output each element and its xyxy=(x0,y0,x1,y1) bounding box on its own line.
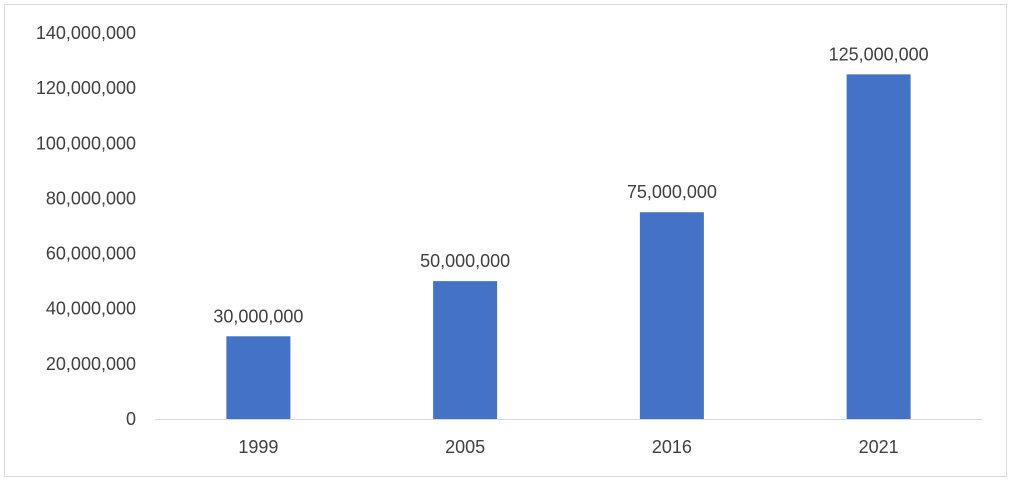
data-label-2005: 50,000,000 xyxy=(420,251,510,271)
bar-2005 xyxy=(433,281,498,419)
data-label-2016: 75,000,000 xyxy=(627,182,717,202)
bar-2016 xyxy=(639,212,704,419)
data-label-2021: 125,000,000 xyxy=(829,44,929,64)
y-tick-label: 100,000,000 xyxy=(36,133,136,153)
y-tick-label: 40,000,000 xyxy=(46,299,136,319)
x-tick-label-2016: 2016 xyxy=(652,437,692,457)
x-tick-label-1999: 1999 xyxy=(238,437,278,457)
bars-group xyxy=(226,74,911,419)
bar-2021 xyxy=(846,74,911,419)
x-axis-tick-labels: 1999 2005 2016 2021 xyxy=(238,437,898,457)
y-tick-label: 120,000,000 xyxy=(36,78,136,98)
bar-1999 xyxy=(226,336,291,419)
y-tick-label: 20,000,000 xyxy=(46,354,136,374)
y-tick-label: 140,000,000 xyxy=(36,23,136,43)
y-tick-label: 0 xyxy=(126,409,136,429)
bar-chart: 0 20,000,000 40,000,000 60,000,000 80,000,00… xyxy=(36,23,982,457)
y-tick-label: 60,000,000 xyxy=(46,244,136,264)
y-tick-label: 80,000,000 xyxy=(46,188,136,208)
y-axis-tick-labels: 0 20,000,000 40,000,000 60,000,000 80,000,00… xyxy=(36,23,136,429)
chart-frame: 0 20,000,000 40,000,000 60,000,000 80,000,00… xyxy=(4,4,1007,477)
data-labels-group: 30,000,000 50,000,000 75,000,000 125,000,00… xyxy=(213,44,928,326)
data-label-1999: 30,000,000 xyxy=(213,306,303,326)
x-tick-label-2005: 2005 xyxy=(445,437,485,457)
x-tick-label-2021: 2021 xyxy=(859,437,899,457)
